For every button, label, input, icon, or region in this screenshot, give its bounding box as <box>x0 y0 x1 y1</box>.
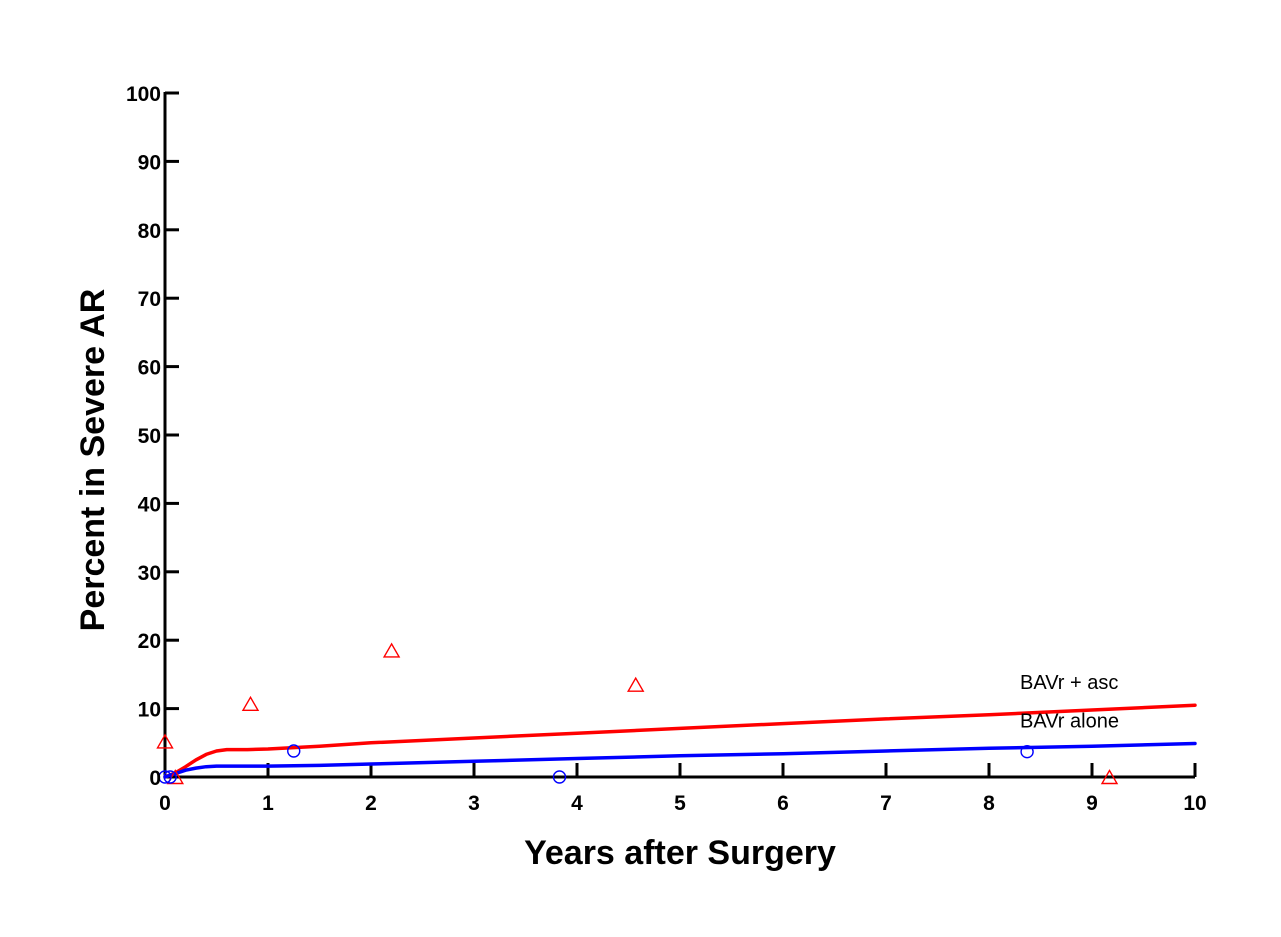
data-point-circle <box>287 744 301 758</box>
x-tick-label: 5 <box>674 792 686 815</box>
y-tick-label: 20 <box>138 630 161 653</box>
series-line-0 <box>163 703 1197 779</box>
x-tick-label: 8 <box>983 792 995 815</box>
data-point-triangle <box>156 733 174 749</box>
y-tick-label: 70 <box>138 288 161 311</box>
data-point-triangle <box>626 676 645 692</box>
data-point-circle <box>1020 744 1034 759</box>
y-tick-label: 90 <box>138 151 161 174</box>
x-tick-label: 10 <box>1183 792 1206 815</box>
data-point-triangle <box>1100 769 1119 785</box>
y-tick-label: 80 <box>138 220 161 243</box>
x-tick-label: 1 <box>262 792 274 815</box>
data-point-triangle <box>382 642 401 658</box>
x-tick-label: 2 <box>365 792 377 815</box>
x-tick-label: 0 <box>159 792 171 815</box>
y-axis-title: Percent in Severe AR <box>74 289 112 632</box>
x-tick-label: 9 <box>1086 792 1098 815</box>
labels-layer: 0 10 20 30 40 50 60 70 80 90 100 0 1 2 3 4 5 6 7 8 9 10 Years … <box>74 83 1207 872</box>
y-tick-label: 10 <box>138 699 161 722</box>
data-point-circle <box>163 770 177 784</box>
axes-layer <box>163 91 1197 779</box>
x-tick-label: 7 <box>880 792 892 815</box>
y-tick-label: 50 <box>138 425 161 448</box>
x-tick-label: 4 <box>571 792 583 815</box>
x-tick-label: 3 <box>468 792 480 815</box>
y-tick-label: 100 <box>126 83 161 106</box>
points-layer <box>156 642 1119 785</box>
series-label-1: BAVr alone <box>1020 710 1119 732</box>
y-tick-label: 0 <box>149 767 161 790</box>
data-point-circle <box>552 770 567 784</box>
curves-layer <box>163 703 1197 779</box>
series-line-1 <box>163 741 1197 779</box>
y-tick-label: 30 <box>138 562 161 585</box>
y-tick-label: 40 <box>138 493 161 516</box>
x-tick-label: 6 <box>777 792 789 815</box>
x-axis-title: Years after Surgery <box>524 834 836 872</box>
y-tick-label: 60 <box>138 357 161 380</box>
data-point-triangle <box>241 695 260 712</box>
series-label-0: BAVr + asc <box>1020 672 1118 694</box>
data-point-circle <box>158 770 172 784</box>
